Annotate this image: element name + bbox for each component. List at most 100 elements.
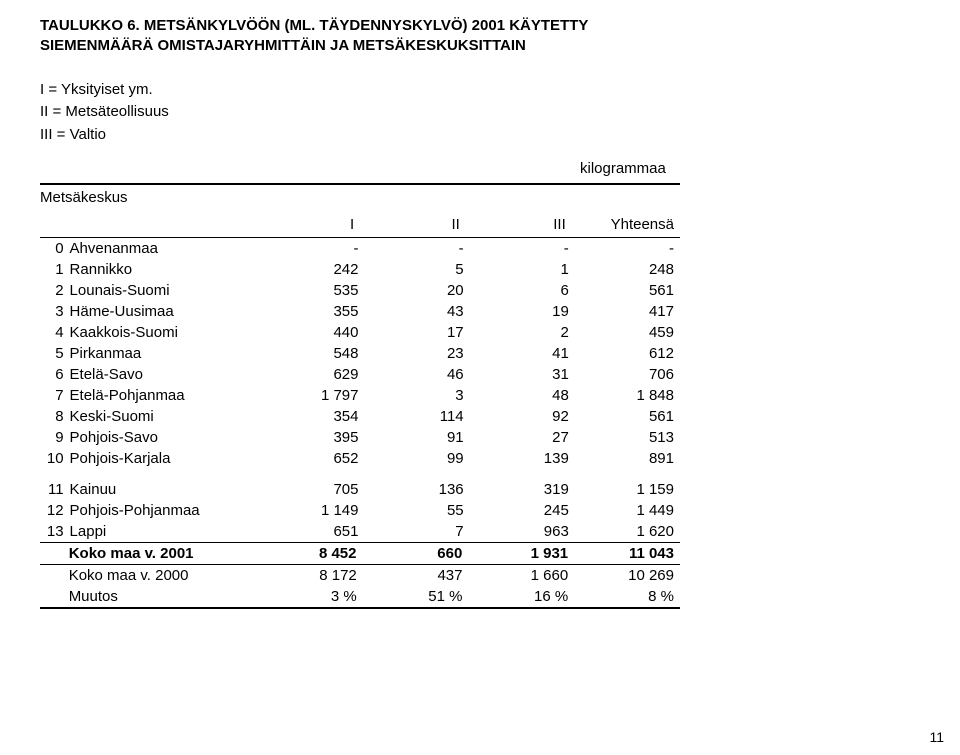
row-value: 23 [364,343,469,364]
legend-line-2: II = Metsäteollisuus [40,101,920,124]
row-value: 41 [470,343,575,364]
col-blank2 [67,212,255,237]
table-row: 2Lounais-Suomi535206561 [40,280,680,301]
table-row: 10Pohjois-Karjala65299139891 [40,448,680,469]
row-value: 2 [470,322,575,343]
total-2001-v4: 11 043 [574,543,680,564]
col-header-2: II [360,212,466,237]
row-value: 7 [364,521,469,542]
row-value: 1 620 [575,521,680,542]
muutos-v1: 3 % [257,586,363,607]
row-value: 245 [470,500,575,521]
rows-group-b: 11Kainuu7051363191 15912Pohjois-Pohjanma… [40,479,680,542]
col-header-3: III [466,212,572,237]
total-2001-v2: 660 [362,543,468,564]
row-value: 651 [259,521,364,542]
row-value: 1 [470,259,575,280]
table-row: 12Pohjois-Pohjanmaa1 149552451 449 [40,500,680,521]
row-value: 114 [364,406,469,427]
col-header-1: I [255,212,361,237]
table-head: I II III Yhteensä [40,212,680,237]
row-index: 3 [40,301,70,322]
row-value: 354 [259,406,364,427]
row-value: 513 [575,427,680,448]
row-name: Pirkanmaa [70,343,260,364]
row-value: 355 [259,301,364,322]
total-2000-v1: 8 172 [257,565,363,586]
row-index: 5 [40,343,70,364]
row-index: 0 [40,238,70,259]
legend-line-3: III = Valtio [40,124,920,147]
row-value: 548 [259,343,364,364]
total-2000-label: Koko maa v. 2000 [69,565,257,586]
table-row: 5Pirkanmaa5482341612 [40,343,680,364]
row-value: 92 [470,406,575,427]
muutos-label: Muutos [69,586,257,607]
total-2001-label: Koko maa v. 2001 [69,543,257,564]
row-value: 535 [259,280,364,301]
table-row: 0Ahvenanmaa---- [40,238,680,259]
row-value: 1 797 [259,385,364,406]
row-value: 55 [364,500,469,521]
col-blank [40,212,67,237]
row-value: - [575,238,680,259]
row-value: 48 [470,385,575,406]
total-2001-row: Koko maa v. 2001 8 452 660 1 931 11 043 [40,543,680,564]
row-value: 91 [364,427,469,448]
document-page: TAULUKKO 6. METSÄNKYLVÖÖN (ML. TÄYDENNYS… [0,0,960,755]
table-row: 6Etelä-Savo6294631706 [40,364,680,385]
row-name: Ahvenanmaa [70,238,260,259]
row-value: 1 848 [575,385,680,406]
row-value: 17 [364,322,469,343]
row-value: 248 [575,259,680,280]
table-row: 9Pohjois-Savo3959127513 [40,427,680,448]
row-name: Etelä-Pohjanmaa [70,385,260,406]
row-value: 20 [364,280,469,301]
row-value: 652 [259,448,364,469]
muutos-v2: 51 % [363,586,469,607]
total-2001-v1: 8 452 [257,543,363,564]
row-value: 629 [259,364,364,385]
table-row: 8Keski-Suomi35411492561 [40,406,680,427]
row-value: 1 149 [259,500,364,521]
row-value: 43 [364,301,469,322]
row-index: 8 [40,406,70,427]
total-2000-row: Koko maa v. 2000 8 172 437 1 660 10 269 [40,565,680,586]
row-name: Lappi [70,521,260,542]
table-row: 1Rannikko24251248 [40,259,680,280]
row-value: 891 [575,448,680,469]
row-value: 705 [259,479,364,500]
row-index: 2 [40,280,70,301]
row-value: 440 [259,322,364,343]
row-value: 31 [470,364,575,385]
data-table-body: 0Ahvenanmaa----1Rannikko242512482Lounais… [40,238,680,542]
row-index: 10 [40,448,70,469]
row-value: 395 [259,427,364,448]
table-row: 3Häme-Uusimaa3554319417 [40,301,680,322]
total-2000-v3: 1 660 [469,565,575,586]
row-value: 417 [575,301,680,322]
legend-line-1: I = Yksityiset ym. [40,79,920,102]
muutos-v3: 16 % [469,586,575,607]
row-value: 136 [364,479,469,500]
page-number: 11 [929,729,944,745]
row-name: Lounais-Suomi [70,280,260,301]
row-value: - [470,238,575,259]
row-value: 5 [364,259,469,280]
row-value: 963 [470,521,575,542]
col-header-4: Yhteensä [572,212,680,237]
row-index: 13 [40,521,70,542]
total-2001-v3: 1 931 [468,543,574,564]
row-value: 612 [575,343,680,364]
total-2000-v2: 437 [363,565,469,586]
row-index: 4 [40,322,70,343]
row-value: 46 [364,364,469,385]
row-index: 11 [40,479,70,500]
total-2000-v4: 10 269 [574,565,680,586]
row-index: 7 [40,385,70,406]
row-value: 319 [470,479,575,500]
row-value: 706 [575,364,680,385]
row-value: 1 159 [575,479,680,500]
row-name: Pohjois-Pohjanmaa [70,500,260,521]
row-value: 561 [575,280,680,301]
